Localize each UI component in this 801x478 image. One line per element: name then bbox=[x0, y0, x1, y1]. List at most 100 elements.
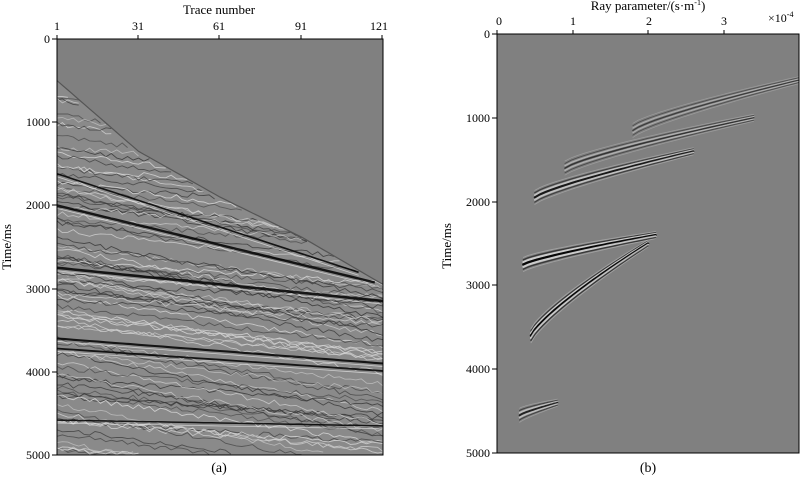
x-tick-label: 91 bbox=[295, 19, 307, 33]
noise-wiggle bbox=[56, 429, 232, 455]
radon-event-lobe bbox=[533, 149, 695, 196]
noise-wiggle bbox=[56, 245, 384, 292]
radon-event-lobe bbox=[530, 245, 649, 342]
noise-wiggle bbox=[56, 173, 204, 193]
noise-wiggle bbox=[56, 166, 193, 185]
noise-wiggle bbox=[56, 147, 150, 162]
reflection-event-side-lobe bbox=[56, 270, 384, 305]
panel-a-subplot-label: (a) bbox=[211, 461, 227, 476]
radon-event-lobe bbox=[534, 154, 694, 205]
radon-event-lobe bbox=[564, 113, 755, 162]
panel-b-radon-image bbox=[518, 76, 800, 423]
radon-event-lobe bbox=[519, 404, 558, 421]
noise-wiggle bbox=[56, 303, 384, 347]
radon-event-lobe bbox=[522, 238, 656, 272]
noise-wiggle bbox=[56, 116, 107, 127]
radon-event-lobe bbox=[564, 117, 755, 169]
xlabel-main: Ray parameter/(s·m bbox=[591, 0, 695, 13]
noise-wiggle bbox=[56, 236, 384, 300]
noise-wiggle bbox=[56, 385, 384, 431]
x-tick-label: 31 bbox=[132, 19, 144, 33]
y-tick-label: 0 bbox=[44, 32, 50, 46]
radon-event-lobe bbox=[632, 81, 800, 136]
radon-event-lobe bbox=[519, 405, 558, 423]
radon-event-lobe bbox=[529, 242, 650, 337]
noise-wiggle bbox=[56, 254, 384, 314]
noise-wiggle bbox=[56, 121, 112, 131]
panel-b: Ray parameter/(s·m-1) ×10-4 0 1 2 3 0 10… bbox=[439, 0, 800, 476]
radon-event-lobe bbox=[632, 78, 800, 129]
panel-a-ylabel: Time/ms bbox=[0, 224, 14, 270]
reflection-event bbox=[56, 173, 359, 274]
radon-event-lobe bbox=[518, 401, 559, 417]
exponent-base: ×10 bbox=[768, 11, 787, 25]
noise-wiggle bbox=[56, 262, 384, 291]
noise-wiggle bbox=[56, 122, 112, 135]
radon-event-lobe bbox=[522, 232, 657, 264]
reflection-event-side-lobe bbox=[56, 422, 384, 430]
noise-wiggle bbox=[57, 288, 384, 319]
radon-event-lobe bbox=[632, 80, 800, 134]
noise-wiggle bbox=[56, 242, 384, 294]
first-break-edge bbox=[56, 80, 384, 285]
y-tick-label: 3000 bbox=[26, 282, 50, 296]
noise-wiggle bbox=[56, 271, 384, 336]
noise-wiggle bbox=[56, 217, 308, 244]
panel-a-seismic-image bbox=[56, 80, 384, 456]
radon-event-lobe bbox=[533, 150, 695, 199]
radon-event-lobe bbox=[519, 398, 558, 409]
noise-region bbox=[57, 80, 383, 455]
radon-event-lobe bbox=[534, 153, 694, 203]
exponent-superscript: -4 bbox=[787, 10, 794, 19]
radon-event-lobe bbox=[518, 400, 559, 414]
panel-a-xlabel: Trace number bbox=[183, 2, 256, 17]
y-tick-label: 5000 bbox=[26, 448, 50, 462]
noise-wiggle bbox=[56, 291, 384, 326]
noise-wiggle bbox=[56, 163, 204, 192]
noise-wiggle bbox=[56, 204, 286, 230]
panel-a-frame bbox=[56, 38, 384, 456]
noise-wiggle bbox=[56, 278, 384, 323]
radon-event-lobe bbox=[530, 239, 649, 330]
noise-wiggle bbox=[56, 201, 308, 242]
xlabel-superscript: -1 bbox=[694, 0, 701, 7]
noise-wiggle bbox=[56, 309, 384, 361]
noise-wiggle bbox=[56, 319, 384, 376]
radon-event-lobe bbox=[533, 151, 695, 201]
xlabel-tail: ) bbox=[701, 0, 705, 13]
panel-b-exponent: ×10-4 bbox=[768, 10, 793, 25]
noise-wiggle bbox=[56, 446, 139, 456]
noise-wiggle bbox=[56, 98, 79, 106]
radon-event-lobe bbox=[522, 236, 657, 270]
noise-wiggle bbox=[56, 447, 101, 455]
radon-event-lobe bbox=[632, 83, 800, 138]
panel-b-x-ticks: 0 1 2 3 bbox=[496, 14, 727, 34]
noise-wiggle bbox=[56, 373, 384, 432]
y-tick-label: 3000 bbox=[466, 278, 490, 292]
noise-wiggle bbox=[56, 135, 128, 148]
noise-wiggle bbox=[56, 382, 384, 424]
noise-wiggle bbox=[56, 180, 237, 208]
reflection-event bbox=[56, 347, 384, 372]
y-tick-label: 2000 bbox=[466, 195, 490, 209]
noise-wiggle bbox=[56, 185, 242, 211]
y-tick-label: 4000 bbox=[26, 365, 50, 379]
radon-event-lobe bbox=[632, 79, 800, 132]
x-tick-label: 1 bbox=[570, 14, 576, 28]
y-tick-label: 4000 bbox=[466, 362, 490, 376]
panel-a: Trace number 1 31 61 91 121 0 1000 2000 … bbox=[0, 2, 388, 476]
radon-event-lobe bbox=[522, 231, 656, 258]
noise-wiggle bbox=[56, 228, 340, 263]
noise-wiggle bbox=[56, 342, 384, 401]
reflection-event bbox=[56, 266, 384, 303]
noise-wiggle bbox=[56, 248, 384, 313]
reflection-event bbox=[56, 419, 384, 427]
y-tick-label: 1000 bbox=[26, 115, 50, 129]
noise-wiggle bbox=[56, 95, 68, 98]
noise-wiggle bbox=[56, 352, 384, 416]
radon-event-lobe bbox=[564, 118, 755, 172]
radon-event-lobe bbox=[632, 77, 800, 127]
noise-wiggle bbox=[57, 97, 79, 101]
reflection-event bbox=[56, 204, 376, 284]
noise-wiggle bbox=[56, 394, 384, 443]
